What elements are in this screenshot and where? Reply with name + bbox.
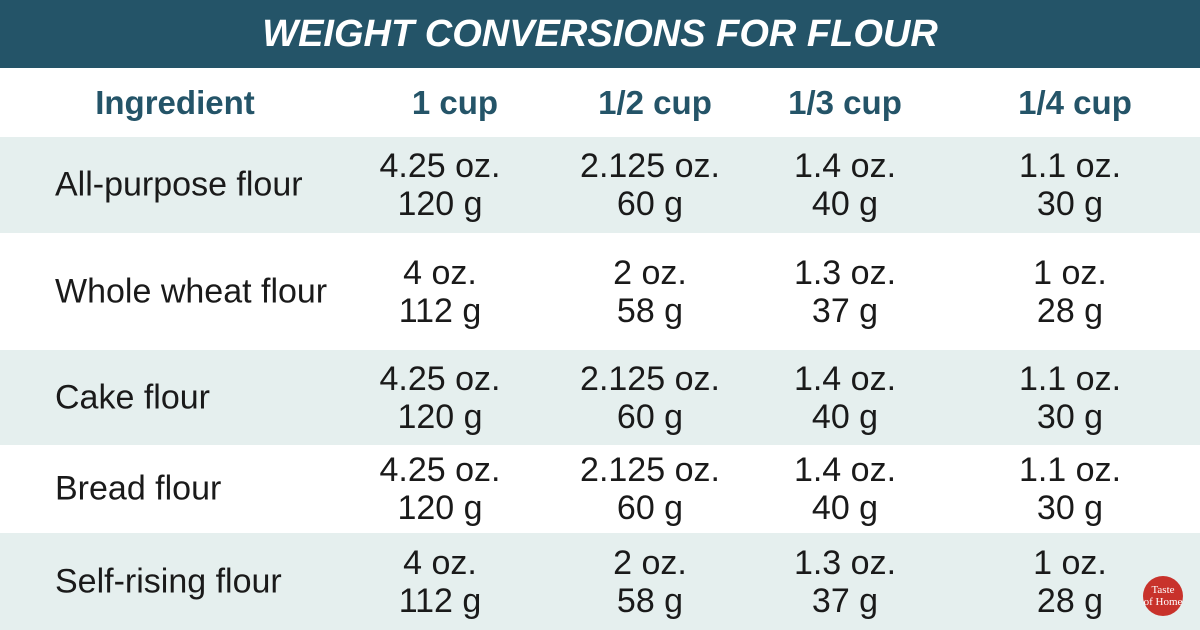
row-label: Cake flour [55,378,210,416]
cell: 1.1 oz. 30 g [960,147,1180,223]
cell-text: 120 g [397,185,483,223]
cell: 1.3 oz. 37 g [735,254,955,330]
cell: 1 oz. 28 g [960,254,1180,330]
cell-text: 1.4 oz. [793,451,897,489]
cell-text: 58 g [616,581,684,620]
cell: 2 oz. 58 g [540,254,760,330]
row-background [0,533,1200,630]
cell-text: 112 g [398,291,482,330]
column-header: 1/2 cup [598,84,712,121]
cell-text: 60 g [616,489,684,527]
cell-text: 1.3 oz. [793,253,897,292]
cell-text: 1.1 oz. [1018,359,1122,398]
cell-text: 1 oz. [1033,253,1107,292]
cell-text: 1.1 oz. [1018,451,1122,489]
column-header: 1 cup [411,84,499,121]
row-label: Bread flour [55,469,222,508]
cell-text: 30 g [1036,489,1104,527]
cell-text: 120 g [397,397,483,436]
cell-text: 2.125 oz. [580,451,720,489]
cell-text: 40 g [811,185,879,223]
cell: 1.1 oz. 30 g [960,451,1180,527]
cell-text: 120 g [397,489,483,527]
cell-text: 28 g [1036,291,1104,330]
cell-text: 1 oz. [1033,543,1107,582]
cell-text: 28 g [1036,581,1104,620]
cell-text: 60 g [616,397,684,436]
row-background [0,233,1200,350]
row-background [0,137,1200,233]
row-label: Whole wheat flour [55,272,328,310]
cell-text: 1.1 oz. [1018,147,1122,185]
cell-text: 1.3 oz. [793,543,897,582]
cell-text: 37 g [811,581,879,620]
cell-text: 1.4 oz. [793,147,897,185]
cell-text: 1.4 oz. [793,359,897,398]
row-background [0,350,1200,445]
logo-text: of Home [1143,596,1183,608]
cell-text: 37 g [811,291,879,330]
cell-text: 4 oz. [403,543,477,582]
row-label: All-purpose flour [55,165,303,204]
cell-text: 4.25 oz. [379,359,501,398]
cell-text: 60 g [616,185,684,223]
cell-text: 30 g [1036,397,1104,436]
cell: 1.1 oz. 30 g [960,360,1180,436]
logo: Taste of Home [1143,576,1183,616]
cell: 1.3 oz. 37 g [735,544,955,620]
column-header: Ingredient [95,84,255,121]
cell-text: 4.25 oz. [379,147,501,185]
cell-text: 4 oz. [403,253,477,292]
cell: 2.125 oz. 60 g [540,147,760,223]
title: WEIGHT CONVERSIONS FOR FLOUR [0,0,1200,68]
column-header: 1/3 cup [788,84,902,121]
cell-text: 40 g [811,397,879,436]
cell-text: 40 g [811,489,879,527]
cell: 4 oz. 112 g [330,254,550,330]
cell: 2.125 oz. 60 g [540,360,760,436]
cell-text: 2 oz. [613,543,687,582]
cell-text: 58 g [616,291,684,330]
cell: 2 oz. 58 g [540,544,760,620]
cell: 4.25 oz. 120 g [330,360,550,436]
cell: 1 oz. 28 g [960,544,1180,620]
cell-text: 2.125 oz. [580,359,720,398]
logo-text: Taste [1151,584,1175,596]
cell: 4.25 oz. 120 g [330,451,550,527]
cell-text: 30 g [1036,185,1104,223]
row-label: Self-rising flour [55,562,282,600]
cell-text: 2 oz. [613,253,687,292]
cell: 4.25 oz. 120 g [330,147,550,223]
cell-text: 112 g [398,581,482,620]
cell: 2.125 oz. 60 g [540,451,760,527]
cell: 1.4 oz. 40 g [735,147,955,223]
cell-text: 4.25 oz. [379,451,501,489]
row-background [0,445,1200,533]
column-header: 1/4 cup [1018,84,1132,121]
cell: 1.4 oz. 40 g [735,451,955,527]
cell-text: 2.125 oz. [580,147,720,185]
cell: 1.4 oz. 40 g [735,360,955,436]
cell: 4 oz. 112 g [330,544,550,620]
